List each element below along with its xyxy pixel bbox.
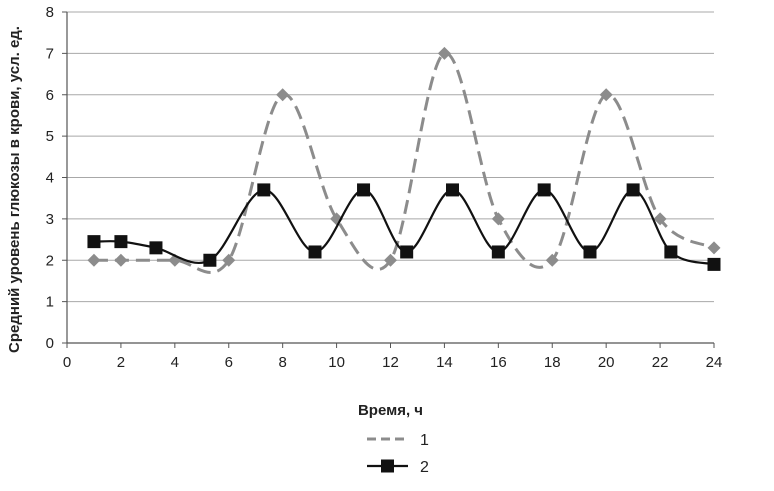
x-tick-label-22: 22 (652, 354, 669, 371)
x-tick-label-24: 24 (706, 354, 723, 371)
series-1-point-7 (437, 46, 451, 60)
x-axis-title: Время, ч (358, 402, 423, 419)
series-2-point-6 (357, 183, 371, 197)
y-tick-label-3: 3 (46, 211, 54, 228)
y-tick-label-7: 7 (46, 45, 54, 62)
series-1-point-12 (707, 241, 721, 255)
series-2-point-11 (583, 245, 597, 259)
series-1-point-0 (87, 253, 101, 267)
series-2-point-2 (149, 241, 163, 255)
x-tick-label-12: 12 (382, 354, 399, 371)
x-tick-label-16: 16 (490, 354, 507, 371)
series-2-point-12 (626, 183, 640, 197)
y-tick-label-6: 6 (46, 87, 54, 104)
series-1-point-8 (491, 212, 505, 226)
x-tick-label-20: 20 (598, 354, 615, 371)
series-1-line (93, 51, 715, 274)
series-2-point-5 (308, 245, 322, 259)
x-tick-label-8: 8 (278, 354, 286, 371)
series-2 (87, 183, 721, 271)
series-2-point-1 (114, 235, 128, 249)
series-2-point-7 (400, 245, 414, 259)
legend-label-2: 2 (420, 459, 429, 476)
legend-item-1: 1 (367, 432, 429, 449)
series-2-point-13 (664, 245, 678, 259)
y-tick-label-2: 2 (46, 252, 54, 269)
y-axis-title: Средний уровень глюкозы в крови, усл. ед… (6, 26, 23, 353)
series-1-point-4 (276, 88, 290, 102)
y-tick-label-5: 5 (46, 128, 54, 145)
series-2-point-9 (491, 245, 505, 259)
x-tick-label-4: 4 (171, 354, 179, 371)
x-tick-label-0: 0 (63, 354, 71, 371)
y-tick-label-1: 1 (46, 294, 54, 311)
series-1 (87, 46, 721, 274)
y-tick-label-8: 8 (46, 4, 54, 21)
series-1-point-6 (384, 253, 397, 267)
legend: 12 (367, 432, 429, 476)
series-2-point-10 (537, 183, 551, 197)
series-2-point-0 (87, 235, 101, 249)
series-1-point-1 (114, 253, 128, 267)
y-tick-label-0: 0 (46, 335, 54, 352)
legend-item-2: 2 (367, 459, 429, 476)
series-1-point-3 (222, 253, 236, 267)
x-tick-label-18: 18 (544, 354, 561, 371)
legend-label-1: 1 (420, 432, 429, 449)
x-tick-label-10: 10 (328, 354, 345, 371)
y-tick-label-4: 4 (46, 170, 54, 187)
series-2-point-14 (707, 257, 721, 271)
x-tick-label-14: 14 (436, 354, 453, 371)
legend-marker-2 (381, 459, 394, 473)
series-1-point-10 (599, 88, 613, 102)
series-1-point-11 (653, 212, 667, 226)
series-2-point-8 (446, 183, 460, 197)
series-2-point-4 (257, 183, 271, 197)
series-layer (87, 46, 721, 274)
x-tick-label-2: 2 (117, 354, 125, 371)
x-tick-label-6: 6 (225, 354, 233, 371)
series-2-point-3 (203, 253, 217, 267)
series-1-point-9 (545, 253, 559, 267)
